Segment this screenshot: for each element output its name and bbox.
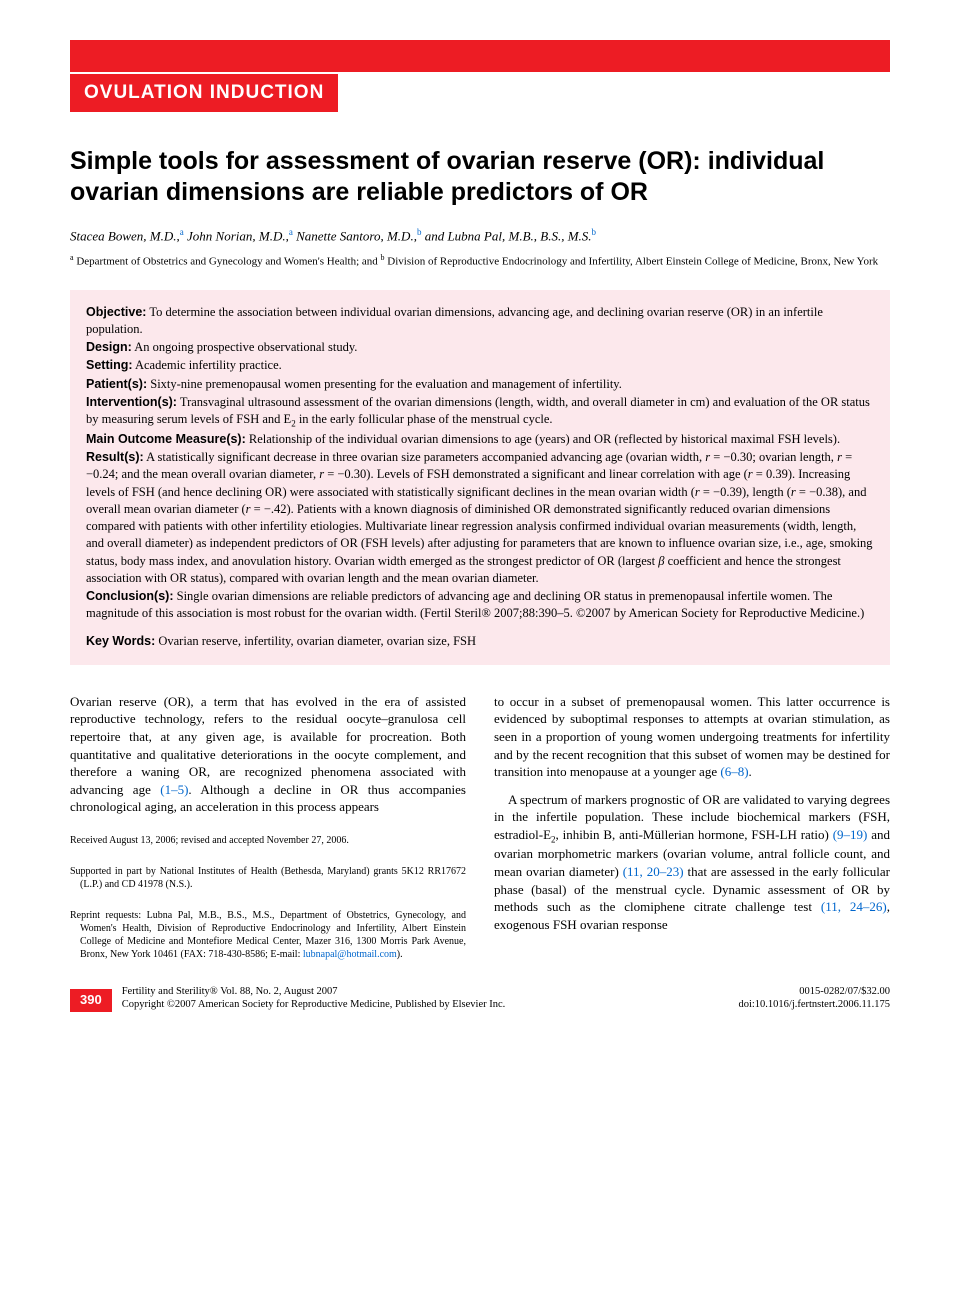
footnote-block: Received August 13, 2006; revised and ac… [70, 834, 466, 961]
abstract-objective: Objective: To determine the association … [86, 304, 874, 339]
article-title: Simple tools for assessment of ovarian r… [70, 146, 890, 209]
page-number: 390 [70, 989, 112, 1012]
abstract-results: Result(s): A statistically significant d… [86, 449, 874, 587]
column-right: to occur in a subset of premenopausal wo… [494, 693, 890, 961]
header-bar [70, 40, 890, 72]
footer-journal: Fertility and Sterility® Vol. 88, No. 2,… [122, 985, 506, 1012]
affiliations: a Department of Obstetrics and Gynecolog… [70, 253, 890, 270]
abstract-box: Objective: To determine the association … [70, 290, 890, 665]
footnote-received: Received August 13, 2006; revised and ac… [70, 834, 466, 847]
abstract-patients: Patient(s): Sixty-nine premenopausal wom… [86, 376, 874, 393]
body-p3: A spectrum of markers prognostic of OR a… [494, 791, 890, 934]
footer-right: 0015-0282/07/$32.00 doi:10.1016/j.fertns… [738, 985, 890, 1012]
body-columns: Ovarian reserve (OR), a term that has ev… [70, 693, 890, 961]
section-label: OVULATION INDUCTION [70, 74, 338, 112]
abstract-design: Design: An ongoing prospective observati… [86, 339, 874, 356]
body-p1: Ovarian reserve (OR), a term that has ev… [70, 693, 466, 816]
abstract-keywords: Key Words: Ovarian reserve, infertility,… [86, 633, 874, 650]
footnote-supported: Supported in part by National Institutes… [70, 865, 466, 891]
authors: Stacea Bowen, M.D.,a John Norian, M.D.,a… [70, 226, 890, 245]
page-footer: 390 Fertility and Sterility® Vol. 88, No… [70, 985, 890, 1012]
abstract-outcomes: Main Outcome Measure(s): Relationship of… [86, 431, 874, 448]
footnote-reprints: Reprint requests: Lubna Pal, M.B., B.S.,… [70, 909, 466, 961]
body-p2: to occur in a subset of premenopausal wo… [494, 693, 890, 781]
abstract-conclusions: Conclusion(s): Single ovarian dimensions… [86, 588, 874, 623]
column-left: Ovarian reserve (OR), a term that has ev… [70, 693, 466, 961]
abstract-interventions: Intervention(s): Transvaginal ultrasound… [86, 394, 874, 430]
abstract-setting: Setting: Academic infertility practice. [86, 357, 874, 374]
